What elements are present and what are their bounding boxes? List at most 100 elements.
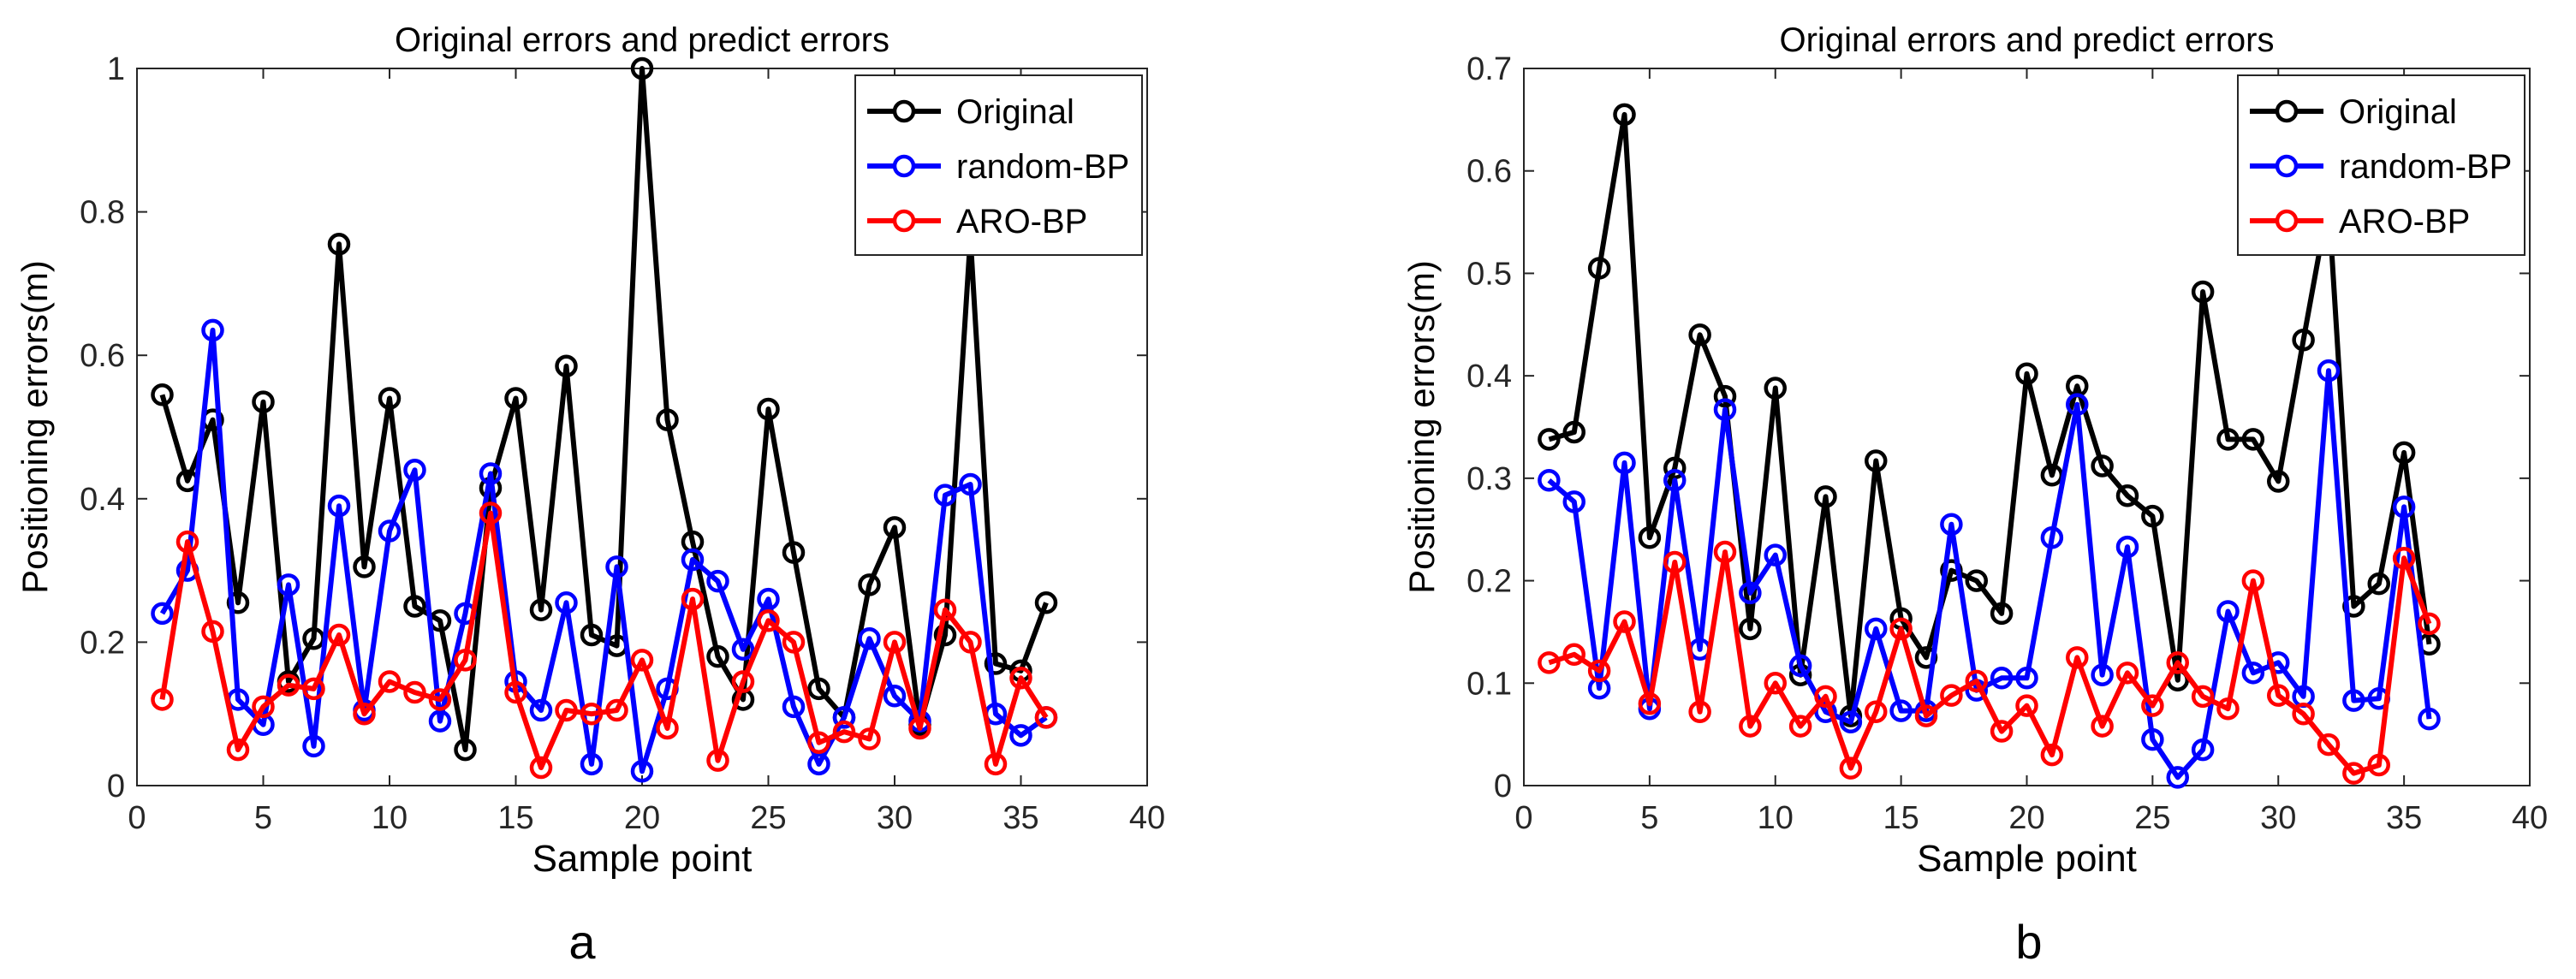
- data-point-original: [933, 623, 957, 647]
- x-axis-label: Sample point: [1917, 838, 2137, 880]
- data-point-random-bp: [1940, 513, 1963, 536]
- data-point-aro-bp: [656, 716, 679, 740]
- chart-a: 0 5 10 15 20 25 30 35 40 0 0.2 0.4 0.6 0.8 1 Original e…: [15, 21, 1165, 880]
- data-point-original: [378, 387, 402, 410]
- data-point-aro-bp: [1990, 720, 2014, 743]
- legend-label-random-bp: random-BP: [2339, 148, 2512, 186]
- data-point-aro-bp: [1034, 706, 1058, 729]
- data-point-random-bp: [933, 484, 957, 507]
- data-point-random-bp: [151, 602, 174, 626]
- data-point-random-bp: [1538, 469, 1561, 492]
- data-point-original: [1034, 591, 1058, 614]
- data-point-original: [327, 233, 351, 256]
- data-point-random-bp: [1788, 654, 1812, 678]
- data-point-original: [1713, 384, 1737, 408]
- data-point-original: [2267, 470, 2290, 493]
- chart-title: Original errors and predict errors: [395, 21, 889, 59]
- x-tick-label: 20: [624, 800, 660, 836]
- y-axis-label: Positioning errors(m): [1401, 260, 1442, 594]
- chart-b: 0 5 10 15 20 25 30 35 40 0 0.1 0.2 0.3 0.4 0.5 0.6 0.7 Or…: [1401, 21, 2548, 880]
- data-point-original: [1990, 602, 2014, 626]
- y-tick-label: 0.7: [1466, 51, 1512, 87]
- data-point-original: [226, 591, 250, 614]
- caption-b: b: [2015, 915, 2042, 969]
- x-tick-label: 15: [1883, 800, 1919, 836]
- data-point-aro-bp: [2241, 569, 2265, 592]
- data-point-random-bp: [2015, 667, 2038, 690]
- x-tick-label: 0: [128, 800, 146, 836]
- data-point-original: [656, 408, 679, 431]
- x-tick-label: 10: [372, 800, 408, 836]
- data-point-original: [353, 555, 376, 578]
- data-point-aro-bp: [832, 720, 856, 744]
- data-point-aro-bp: [353, 702, 376, 726]
- legend-marker-random-bp: [892, 154, 916, 178]
- data-point-aro-bp: [201, 620, 224, 644]
- y-tick-label: 0.6: [1466, 154, 1512, 190]
- data-point-aro-bp: [1638, 691, 1662, 715]
- y-tick-label: 0: [1494, 768, 1512, 804]
- data-point-aro-bp: [858, 727, 881, 751]
- data-point-random-bp: [2040, 526, 2064, 549]
- data-point-random-bp: [226, 688, 250, 711]
- data-point-aro-bp: [757, 609, 780, 632]
- data-point-aro-bp: [2317, 733, 2341, 756]
- data-point-aro-bp: [2267, 684, 2290, 707]
- data-point-original: [403, 595, 426, 618]
- data-point-random-bp: [1009, 724, 1032, 747]
- data-point-random-bp: [1713, 398, 1737, 421]
- data-point-random-bp: [403, 459, 426, 482]
- data-point-random-bp: [1764, 543, 1787, 567]
- data-point-aro-bp: [1613, 610, 1636, 633]
- data-point-aro-bp: [1739, 715, 1762, 738]
- data-point-random-bp: [2241, 662, 2265, 685]
- data-point-aro-bp: [1663, 550, 1687, 574]
- legend-marker-aro-bp: [892, 209, 916, 233]
- data-point-original: [1764, 377, 1787, 400]
- data-point-random-bp: [555, 591, 578, 614]
- data-point-aro-bp: [2392, 546, 2416, 570]
- chart-title: Original errors and predict errors: [1780, 21, 2275, 59]
- data-point-random-bp: [1839, 710, 1863, 734]
- data-point-original: [580, 623, 604, 647]
- data-point-original: [504, 387, 527, 410]
- data-point-aro-bp: [151, 688, 174, 711]
- data-point-aro-bp: [2040, 743, 2064, 767]
- y-tick-label: 0: [107, 768, 125, 804]
- data-point-original: [630, 56, 654, 80]
- data-point-aro-bp: [681, 587, 705, 611]
- x-tick-label: 25: [2134, 800, 2170, 836]
- data-point-aro-bp: [378, 670, 402, 693]
- data-point-original: [1688, 323, 1711, 347]
- data-point-aro-bp: [2216, 697, 2240, 721]
- data-point-original: [858, 573, 881, 596]
- x-tick-label: 40: [2512, 800, 2548, 836]
- data-point-original: [1814, 485, 1837, 508]
- data-point-aro-bp: [403, 680, 426, 704]
- series-line-random-bp: [159, 327, 1048, 774]
- data-point-original: [2015, 362, 2038, 385]
- data-point-original: [1739, 617, 1762, 641]
- x-tick-label: 5: [1640, 800, 1658, 836]
- data-point-random-bp: [1739, 581, 1762, 605]
- x-tick-label: 20: [2008, 800, 2044, 836]
- data-point-aro-bp: [2367, 753, 2390, 777]
- series-line-aro-bp: [159, 510, 1049, 770]
- data-point-random-bp: [858, 626, 881, 650]
- legend-marker-random-bp: [2275, 154, 2299, 178]
- data-point-aro-bp: [580, 702, 604, 726]
- data-point-aro-bp: [984, 752, 1008, 776]
- data-point-original: [428, 609, 452, 632]
- data-point-aro-bp: [1562, 643, 1585, 667]
- data-point-aro-bp: [1889, 617, 1913, 641]
- data-point-random-bp: [681, 548, 705, 572]
- data-point-original: [555, 354, 578, 378]
- data-point-random-bp: [2091, 663, 2114, 686]
- data-point-aro-bp: [226, 738, 250, 762]
- data-point-original: [2241, 428, 2265, 451]
- data-point-aro-bp: [731, 670, 755, 693]
- data-point-aro-bp: [2141, 694, 2164, 717]
- data-point-original: [1638, 526, 1662, 549]
- data-point-aro-bp: [1914, 704, 1938, 727]
- legend-marker-aro-bp: [2275, 209, 2299, 233]
